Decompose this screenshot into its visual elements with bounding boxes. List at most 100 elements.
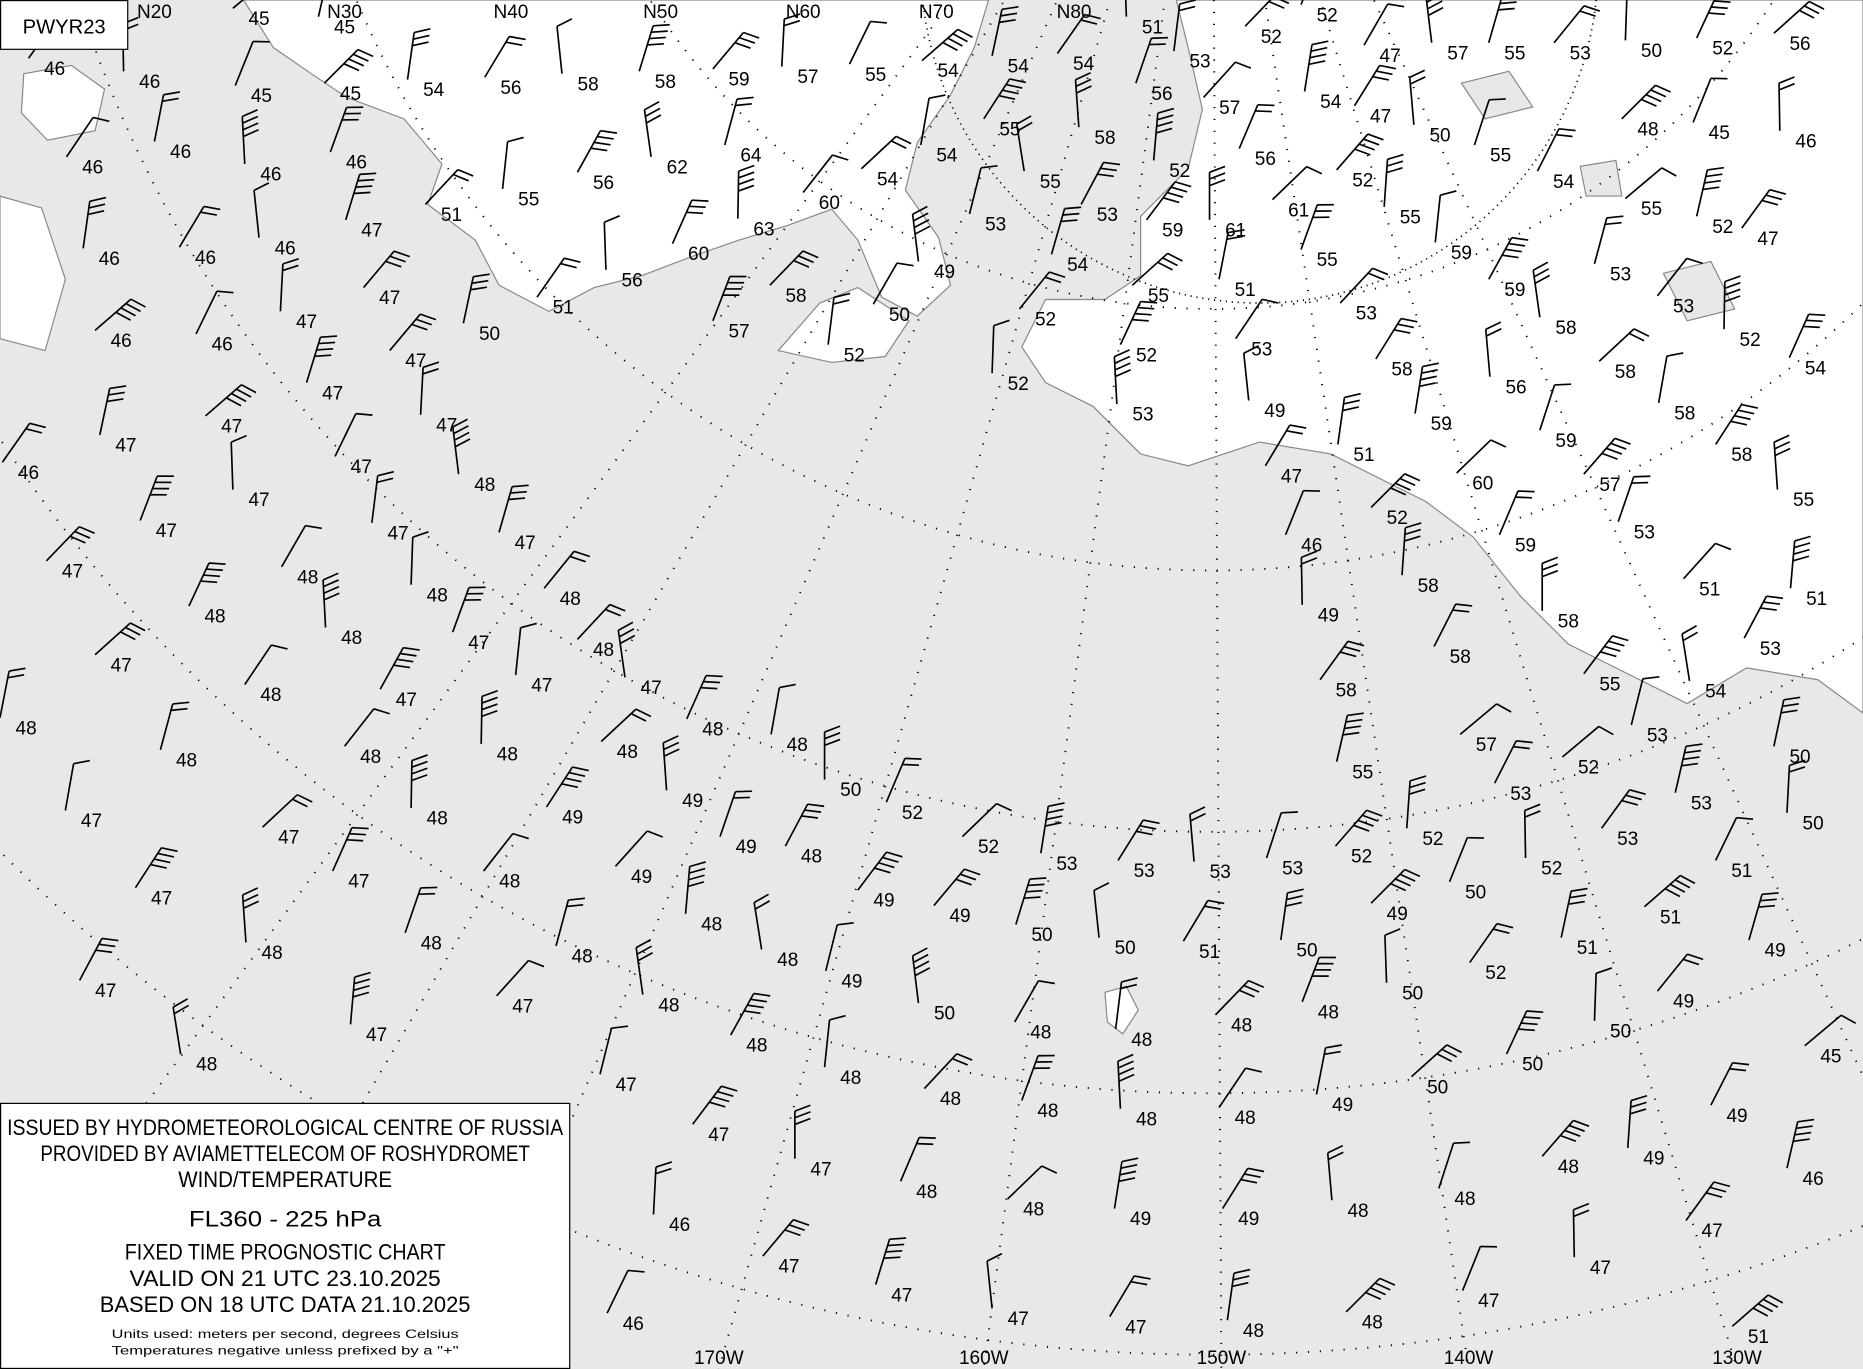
wind-barb: [1488, 236, 1529, 280]
wind-barb: [652, 1161, 673, 1215]
wind-barb: [1093, 882, 1110, 938]
temperature-label: 58: [1094, 128, 1115, 149]
wind-barb: [232, 0, 245, 9]
temperature-label: 53: [1134, 861, 1155, 882]
wind-barb: [1, 422, 46, 463]
temperature-label: 60: [688, 244, 709, 265]
temperature-label: 47: [296, 312, 317, 333]
temperature-label: 55: [1400, 207, 1421, 228]
wind-barb: [1339, 267, 1389, 304]
wind-barb: [635, 938, 654, 995]
wind-barb: [1598, 328, 1650, 362]
wind-barb: [1532, 261, 1551, 318]
wind-barb: [1593, 215, 1624, 265]
temperature-label: 50: [1427, 1077, 1448, 1098]
wind-barb: [159, 701, 190, 751]
wind-barb: [1056, 13, 1102, 54]
wind-barb: [824, 921, 854, 972]
temperature-label: 53: [1617, 829, 1638, 850]
wind-barb: [536, 257, 581, 298]
wind-barb: [1117, 819, 1160, 861]
wind-barb: [1234, 298, 1279, 340]
wind-barb: [1541, 1119, 1590, 1157]
temperature-label: 54: [1008, 56, 1030, 77]
wind-barb: [1692, 77, 1728, 123]
temperature-label: 61: [1288, 200, 1309, 221]
legend-base-time: BASED ON 18 UTC DATA 21.10.2025: [100, 1292, 471, 1317]
wind-barb: [331, 826, 369, 872]
temperature-label: 49: [631, 867, 652, 888]
top-label: N30: [327, 2, 362, 23]
wind-barb: [279, 258, 299, 312]
wind-barb: [94, 622, 146, 656]
wind-barb: [1152, 107, 1175, 161]
wind-barb: [1202, 61, 1252, 99]
wind-barb: [1433, 603, 1473, 647]
temperature-label: 47: [156, 521, 177, 542]
temperature-label: 50: [934, 1004, 955, 1025]
bottom-label: 150W: [1197, 1348, 1247, 1369]
wind-barb: [1109, 1275, 1151, 1318]
wind-barb: [576, 603, 626, 640]
wind-barb: [1786, 1118, 1815, 1169]
wind-barb: [484, 35, 526, 78]
temperature-label: 45: [248, 9, 269, 30]
temperature-label: 47: [379, 288, 400, 309]
wind-barb: [780, 13, 801, 67]
wind-barb: [1080, 161, 1121, 205]
wind-barb: [1434, 190, 1457, 243]
temperature-label: 50: [1296, 941, 1317, 962]
wind-barb: [885, 757, 922, 803]
temperature-label: 54: [936, 146, 958, 167]
temperature-label: 46: [170, 142, 191, 163]
temperature-labels: 45 45 46 46 45 45 54 56 58 58 59 57 55 54 54 54 51 52 52 53…: [16, 5, 1842, 1347]
temperature-label: 49: [1332, 1095, 1353, 1116]
wind-barb: [1300, 550, 1318, 605]
temperature-label: 49: [1726, 1106, 1747, 1127]
wind-barb: [1117, 1053, 1135, 1109]
temperature-label: 51: [1577, 938, 1598, 959]
temperature-label: 58: [1558, 611, 1579, 632]
temperature-label: 49: [562, 808, 583, 829]
wind-barb: [406, 28, 431, 80]
wind-barb: [1265, 811, 1298, 859]
temperature-label: 58: [1391, 360, 1412, 381]
temperature-label: 63: [753, 219, 774, 240]
temperature-label: 46: [195, 248, 216, 269]
temperature-label: 47: [348, 872, 369, 893]
temperature-label: 48: [1235, 1108, 1256, 1129]
wind-barb: [1006, 1165, 1058, 1200]
temperature-label: 51: [441, 205, 462, 226]
wind-barb: [1493, 739, 1533, 784]
temperature-label: 52: [978, 837, 999, 858]
temperature-label: 53: [1210, 862, 1231, 883]
wind-barb: [1600, 789, 1646, 829]
temperature-label: 54: [423, 80, 445, 101]
wind-barb: [1131, 252, 1183, 286]
temperature-label: 46: [18, 463, 39, 484]
wind-barb: [1438, 1141, 1471, 1189]
wind-barb: [1408, 69, 1426, 125]
land-islands-west-2: [0, 195, 66, 352]
wind-barb: [543, 550, 591, 589]
temperature-label: 50: [1429, 125, 1450, 146]
bottom-label: 170W: [694, 1348, 744, 1369]
temperature-label: 57: [797, 67, 818, 88]
temperature-label: 53: [1634, 522, 1655, 543]
wind-barb: [452, 418, 471, 475]
temperature-label: 59: [728, 70, 749, 91]
wind-barb: [1630, 675, 1660, 726]
temperature-label: 47: [111, 655, 132, 676]
wind-barb: [762, 1218, 810, 1257]
temperature-label: 46: [82, 158, 103, 179]
temperature-label: 47: [1702, 1221, 1723, 1242]
top-label: N50: [643, 2, 678, 23]
temperature-label: 52: [1578, 758, 1599, 779]
wind-barb: [451, 586, 486, 633]
temperature-label: 59: [1504, 280, 1525, 301]
temperature-label: 52: [1317, 5, 1338, 26]
chart-id-box: PWYR23: [0, 0, 129, 50]
temperature-label: 55: [1490, 146, 1511, 167]
temperature-label: 46: [111, 331, 132, 352]
temperature-label: 55: [1641, 199, 1662, 220]
